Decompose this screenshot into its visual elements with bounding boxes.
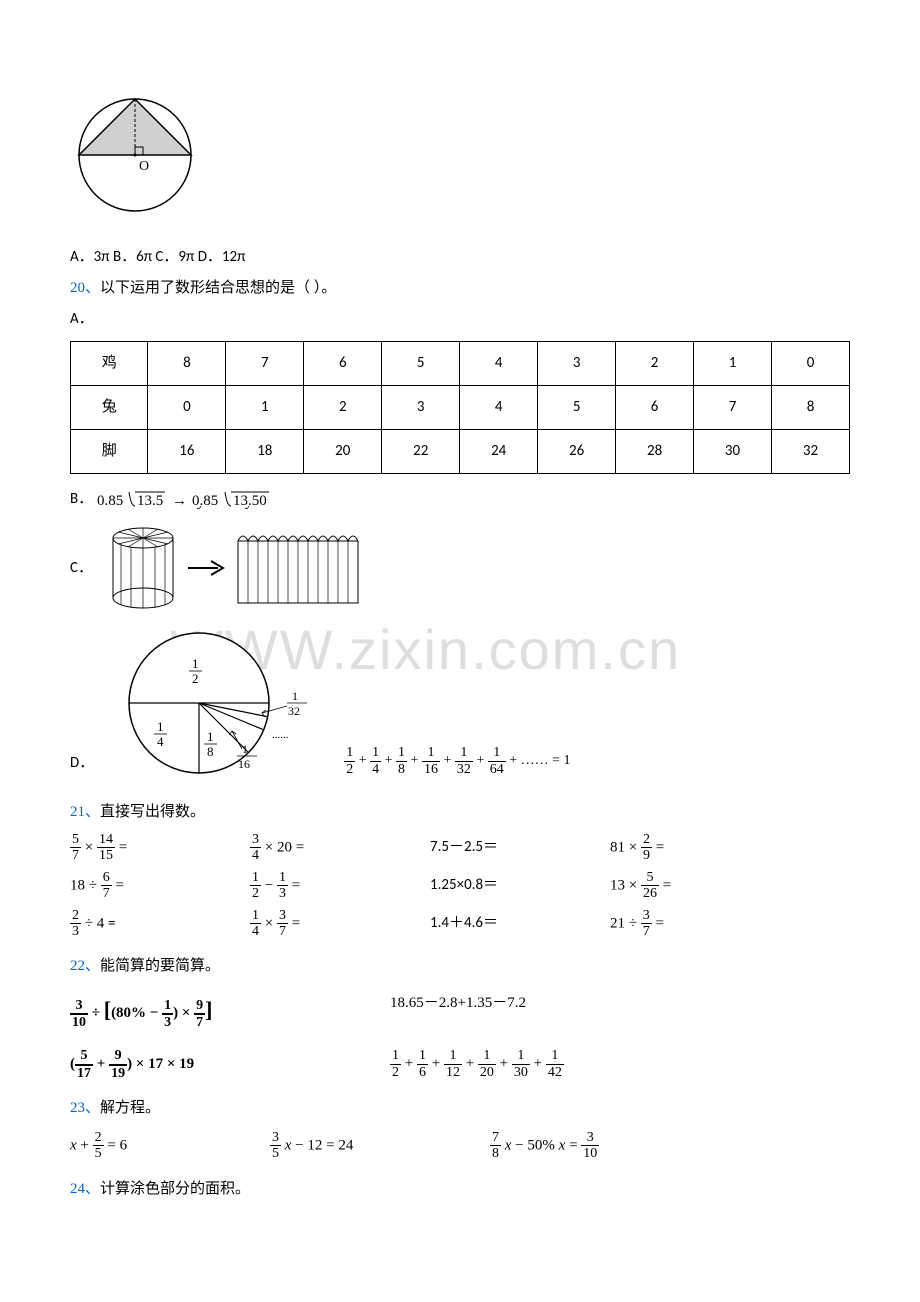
q22-eq4: 12 + 16 + 112 + 120 + 130 + 142	[390, 1048, 770, 1081]
fraction-circle-icon: 1 2 1 4 1 8 1 16 1 32 ......	[114, 623, 324, 783]
q23-eq3: 78 x − 50% x = 310	[490, 1130, 740, 1162]
svg-text:8: 8	[207, 744, 214, 759]
q21-line: 21、直接写出得数。	[70, 799, 850, 826]
q23-eq2: 35 x − 12 = 24	[270, 1130, 490, 1162]
svg-text:1: 1	[192, 656, 199, 671]
svg-text:→: →	[172, 493, 187, 509]
table-row: 鸡 876543210	[71, 342, 850, 386]
q22-eq3: (517 + 919) × 17 × 19	[70, 1048, 390, 1081]
option-c-label: C．	[70, 555, 93, 582]
q22-num: 22、	[70, 958, 100, 974]
q22-text: 能简算的要简算。	[100, 958, 220, 974]
q19-choices: A．3π B．6π C．9π D．12π	[70, 244, 850, 271]
q21-grid: 57 × 1415 = 34 × 20 = 7.5－2.5＝ 81 × 29 =…	[70, 832, 850, 939]
q23-grid: x + 25 = 6 35 x − 12 = 24 78 x − 50% x =…	[70, 1130, 850, 1162]
svg-text:0.85: 0.85	[192, 493, 218, 509]
cylinder-transform-icon	[103, 523, 373, 613]
option-a-label: A．	[70, 306, 850, 333]
option-b-label: B．	[70, 490, 93, 508]
svg-text:4: 4	[157, 734, 164, 749]
q23-num: 23、	[70, 1100, 100, 1116]
q24-text: 计算涂色部分的面积。	[100, 1181, 250, 1197]
q21-num: 21、	[70, 804, 100, 820]
svg-text:13.50: 13.50	[233, 493, 267, 509]
division-expr-icon: 0.85 13.5 → 0.85 13.50	[97, 488, 297, 512]
row-header: 兔	[71, 386, 148, 430]
series-equation: 12 + 14 + 18 + 116 + 132 + 164 + …… = 1	[344, 745, 570, 777]
q20-num: 20、	[70, 280, 100, 296]
svg-text:1: 1	[292, 689, 298, 703]
svg-text:32: 32	[288, 704, 300, 718]
table-row: 脚 161820222426283032	[71, 430, 850, 474]
svg-text:2: 2	[192, 671, 199, 686]
q22-grid: 310 ÷ [(80% − 13) × 97] 18.65－2.8+1.35－7…	[70, 990, 850, 1081]
svg-text:......: ......	[272, 729, 289, 741]
option-d-row: D． 1 2 1 4 1 8 1 16 1 32 ...... 12 + 14 …	[70, 623, 850, 783]
q22-eq1: 310 ÷ [(80% − 13) × 97]	[70, 990, 390, 1030]
q24-num: 24、	[70, 1181, 100, 1197]
circle-triangle-diagram: O	[70, 90, 200, 220]
q22-eq2: 18.65－2.8+1.35－7.2	[390, 990, 770, 1030]
q23-text: 解方程。	[100, 1100, 160, 1116]
svg-text:16: 16	[238, 757, 250, 771]
svg-text:13.5: 13.5	[137, 493, 163, 509]
q20-line: 20、以下运用了数形结合思想的是（ ）。	[70, 275, 850, 302]
svg-text:1: 1	[157, 719, 164, 734]
row-header: 脚	[71, 430, 148, 474]
q24-line: 24、计算涂色部分的面积。	[70, 1176, 850, 1203]
q20-text: 以下运用了数形结合思想的是（ ）。	[100, 280, 336, 296]
table-row: 兔 012345678	[71, 386, 850, 430]
chicken-rabbit-table: 鸡 876543210 兔 012345678 脚 16182022242628…	[70, 341, 850, 474]
option-c-row: C．	[70, 523, 850, 613]
svg-text:1: 1	[207, 729, 214, 744]
q21-text: 直接写出得数。	[100, 804, 205, 820]
label-O: O	[139, 159, 149, 174]
option-d-label: D．	[70, 750, 94, 777]
q22-line: 22、能简算的要简算。	[70, 953, 850, 980]
option-b-row: B． 0.85 13.5 → 0.85 13.50	[70, 486, 850, 513]
q23-line: 23、解方程。	[70, 1095, 850, 1122]
svg-text:0.85: 0.85	[97, 493, 123, 509]
row-header: 鸡	[71, 342, 148, 386]
q23-eq1: x + 25 = 6	[70, 1130, 270, 1162]
svg-text:1: 1	[242, 742, 248, 756]
